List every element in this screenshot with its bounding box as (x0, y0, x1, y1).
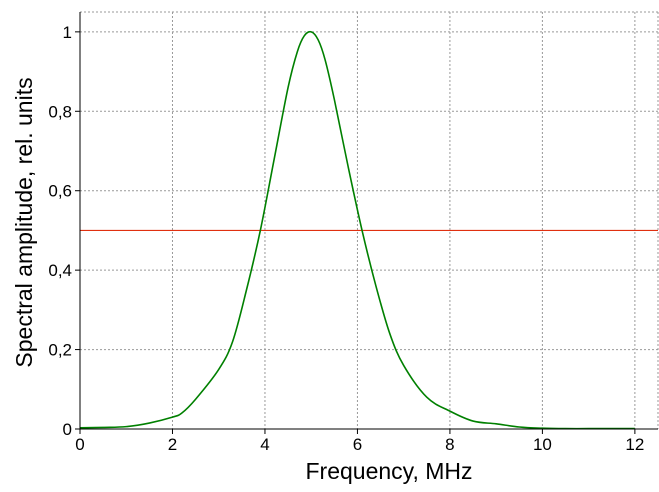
y-tick-label: 0,8 (48, 102, 72, 121)
series-layer (79, 30, 635, 430)
x-tick-label: 8 (445, 435, 454, 454)
y-tick-label: 0,6 (48, 182, 72, 201)
axes (79, 12, 658, 430)
y-axis-title: Spectral amplitude, rel. units (11, 77, 37, 367)
y-tick-label: 1 (63, 23, 72, 42)
x-tick-label: 4 (260, 435, 269, 454)
y-axis-ticks: 0 0,2 0,4 0,6 0,8 1 (48, 23, 80, 439)
x-tick-label: 12 (625, 435, 644, 454)
x-axis-ticks: 0 2 4 6 8 10 12 (75, 429, 644, 454)
grid (80, 11, 659, 429)
x-tick-label: 2 (168, 435, 177, 454)
y-tick-label: 0 (63, 420, 72, 439)
y-tick-label: 0,2 (48, 341, 72, 360)
y-tick-label: 0,4 (48, 261, 72, 280)
x-tick-label: 6 (353, 435, 362, 454)
x-tick-label: 0 (75, 435, 84, 454)
x-axis-title: Frequency, MHz (305, 458, 472, 484)
x-tick-label: 10 (533, 435, 552, 454)
spectrum-curve (79, 30, 635, 430)
